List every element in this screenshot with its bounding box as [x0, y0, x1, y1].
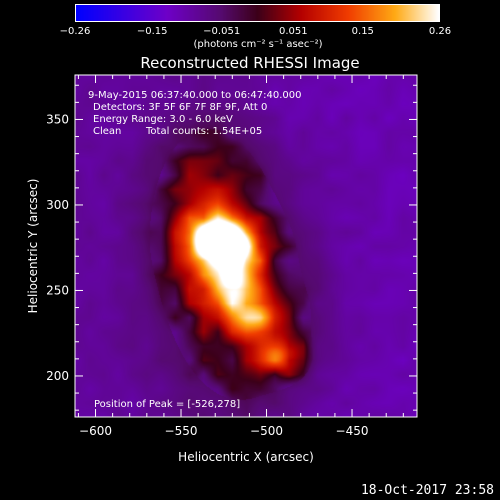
annotation-total-counts: Total counts: 1.54E+05: [145, 126, 262, 137]
colorbar: [75, 4, 440, 22]
colorbar-tick-label: −0.051: [203, 26, 241, 37]
colorbar-tick-label: −0.15: [136, 26, 168, 37]
x-tick-label: −550: [165, 424, 198, 438]
axis-ticks: −600 −550 −500 −450 200 250 300 350: [46, 75, 417, 438]
x-tick-label: −450: [336, 424, 369, 438]
y-tick-label: 200: [46, 369, 69, 383]
annotation-energy-range: Energy Range: 3.0 - 6.0 keV: [93, 114, 233, 125]
annotation-method: Clean: [93, 126, 121, 137]
annotation-time-range: 9-May-2015 06:37:40.000 to 06:47:40.000: [88, 90, 301, 101]
annotation-detectors: Detectors: 3F 5F 6F 7F 8F 9F, Att 0: [93, 102, 267, 113]
plot-frame: [74, 74, 418, 418]
heatmap-image: [75, 75, 417, 417]
x-tick-label: −500: [250, 424, 283, 438]
annotations: 9-May-2015 06:37:40.000 to 06:47:40.000 …: [88, 90, 301, 410]
x-axis-label: Heliocentric X (arcsec): [178, 450, 314, 464]
colorbar-tick-label: 0.26: [428, 26, 452, 37]
chart-title: Reconstructed RHESSI Image: [140, 54, 360, 72]
x-tick-label: −600: [79, 424, 112, 438]
y-tick-label: 300: [46, 198, 69, 212]
footer-date: 18-Oct-2017 23:58: [360, 483, 494, 498]
y-axis-label: Heliocentric Y (arcsec): [26, 179, 40, 314]
colorbar-tick-label: −0.26: [59, 26, 91, 37]
colorbar-tick-label: 0.15: [351, 26, 374, 37]
annotation-peak-position: Position of Peak = [-526,278]: [94, 399, 240, 410]
y-tick-label: 250: [46, 283, 69, 297]
y-tick-label: 350: [46, 112, 69, 126]
colorbar-unit-label: (photons cm⁻² s⁻¹ asec⁻²): [193, 39, 323, 50]
colorbar-tick-label: 0.051: [278, 26, 308, 37]
